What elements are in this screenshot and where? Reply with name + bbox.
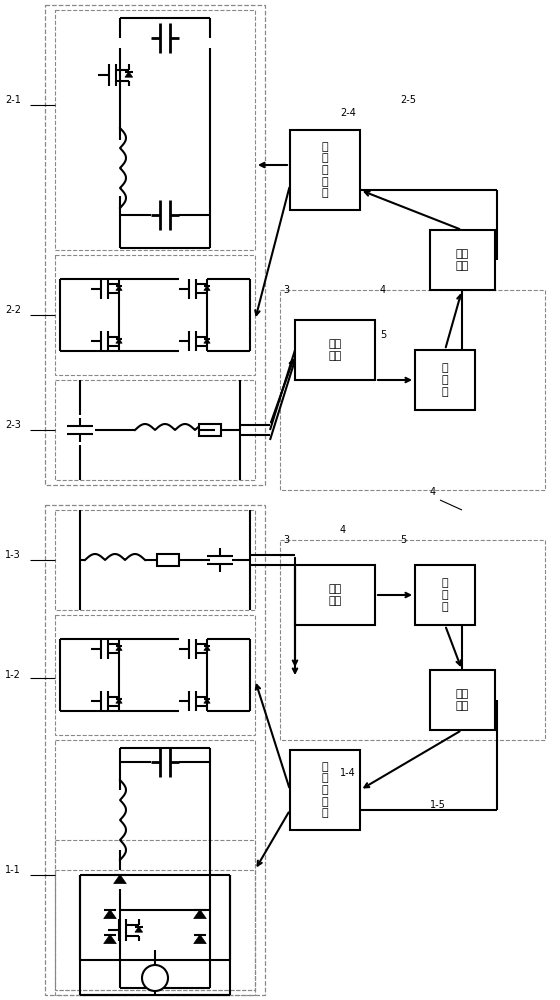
Polygon shape <box>116 699 122 703</box>
Polygon shape <box>135 927 143 932</box>
Bar <box>415 565 475 625</box>
Text: 第
二
控
制
器: 第 二 控 制 器 <box>321 142 328 198</box>
Bar <box>55 870 255 995</box>
Text: 2-5: 2-5 <box>400 95 416 105</box>
Polygon shape <box>194 935 206 944</box>
Bar <box>55 380 255 480</box>
Bar <box>45 505 265 995</box>
Text: 1-4: 1-4 <box>340 768 356 778</box>
Bar <box>295 565 375 625</box>
Bar <box>430 670 495 730</box>
Bar <box>280 540 545 740</box>
Text: 2-2: 2-2 <box>5 305 21 315</box>
Text: 1-1: 1-1 <box>5 865 21 875</box>
Polygon shape <box>204 646 210 650</box>
Polygon shape <box>116 646 122 650</box>
Text: 检波
电路: 检波 电路 <box>456 249 469 271</box>
Text: 4: 4 <box>430 487 436 497</box>
Text: 5: 5 <box>400 535 406 545</box>
Bar <box>55 615 255 735</box>
Bar <box>430 230 495 290</box>
Polygon shape <box>104 910 116 919</box>
Polygon shape <box>194 910 206 919</box>
Polygon shape <box>204 339 210 343</box>
Polygon shape <box>114 875 127 884</box>
Text: 第
一
控
制
器: 第 一 控 制 器 <box>321 762 328 818</box>
Polygon shape <box>104 935 116 944</box>
Text: 1-2: 1-2 <box>5 670 21 680</box>
Bar <box>55 510 255 610</box>
Bar <box>280 290 545 490</box>
Text: 4: 4 <box>340 525 346 535</box>
Bar <box>199 424 221 436</box>
Text: 2-1: 2-1 <box>5 95 21 105</box>
Text: 4: 4 <box>380 285 386 295</box>
Bar <box>295 320 375 380</box>
Text: 3: 3 <box>283 535 289 545</box>
Polygon shape <box>204 286 210 290</box>
Text: 采样
电路: 采样 电路 <box>328 339 342 361</box>
Bar <box>55 10 255 250</box>
Text: 锁
相
环: 锁 相 环 <box>442 578 449 612</box>
Text: 采样
电路: 采样 电路 <box>328 584 342 606</box>
Bar <box>55 740 255 990</box>
Text: 锁
相
环: 锁 相 环 <box>442 363 449 397</box>
Bar <box>415 350 475 410</box>
Circle shape <box>142 965 168 991</box>
Bar <box>55 840 255 990</box>
Bar <box>157 554 179 566</box>
Text: 5: 5 <box>380 330 386 340</box>
Text: 1-5: 1-5 <box>430 800 446 810</box>
Text: 检波
电路: 检波 电路 <box>456 689 469 711</box>
Text: 2-4: 2-4 <box>340 108 356 118</box>
Text: 3: 3 <box>283 285 289 295</box>
Polygon shape <box>116 286 122 290</box>
Bar <box>55 255 255 375</box>
Polygon shape <box>204 699 210 703</box>
Polygon shape <box>116 339 122 343</box>
Bar <box>45 5 265 485</box>
Polygon shape <box>125 72 133 77</box>
Bar <box>290 750 360 830</box>
Text: 2-3: 2-3 <box>5 420 21 430</box>
Bar <box>290 130 360 210</box>
Text: 1-3: 1-3 <box>5 550 21 560</box>
